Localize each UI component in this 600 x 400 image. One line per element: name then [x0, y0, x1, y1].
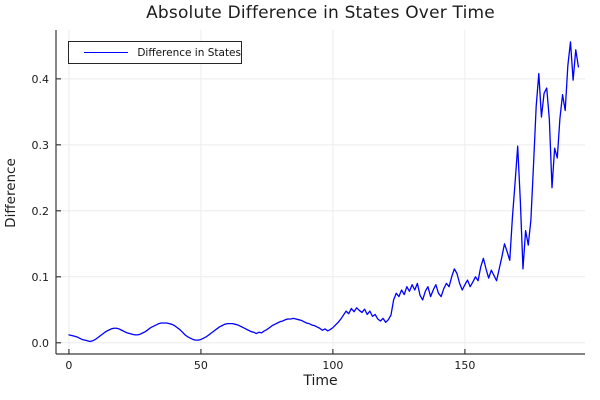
x-tick-label: 150	[454, 359, 475, 372]
y-tick-label: 0.1	[32, 271, 50, 284]
legend: Difference in States	[68, 41, 242, 64]
x-tick-label: 100	[322, 359, 343, 372]
series-line-difference-in-states	[68, 41, 580, 343]
x-tick-label: 50	[194, 359, 208, 372]
legend-line-swatch	[84, 52, 129, 53]
legend-label: Difference in States	[137, 46, 241, 59]
chart-title: Absolute Difference in States Over Time	[146, 3, 495, 23]
x-axis-label: Time	[303, 373, 338, 389]
y-axis-label: Difference	[3, 158, 19, 228]
x-tick-label: 0	[65, 359, 72, 372]
y-tick-label: 0.3	[32, 139, 50, 152]
y-tick-label: 0.2	[32, 205, 50, 218]
y-tick-label: 0.4	[32, 73, 50, 86]
y-tick-label: 0.0	[32, 337, 50, 350]
